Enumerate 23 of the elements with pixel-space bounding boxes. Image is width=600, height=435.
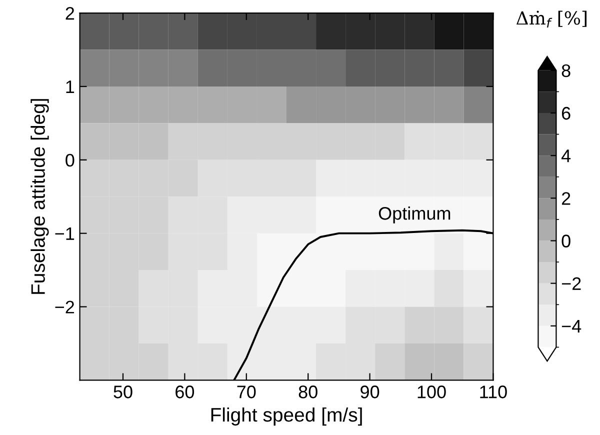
- y-tick-label: −2: [55, 300, 74, 314]
- color-bar-label: 8: [562, 64, 570, 78]
- color-bar-label: 0: [562, 234, 570, 248]
- x-tick-label: 60: [176, 386, 194, 398]
- color-bar-title: Δṁ$_{f}$ [%]: [516, 10, 587, 28]
- x-tick-label: 110: [480, 386, 507, 398]
- x-tick-label: 50: [114, 386, 132, 398]
- color-bar-label: −2: [562, 277, 581, 290]
- x-tick-label: 90: [360, 386, 380, 398]
- color-bar-label: 6: [562, 106, 570, 120]
- y-tick-label: 1: [66, 80, 74, 94]
- annotation: Optimum: [378, 206, 450, 224]
- x-tick-label: 70: [237, 386, 256, 398]
- y-axis-title: Fuselage attitude [deg]: [30, 99, 49, 294]
- x-axis-title: Flight speed [m/s]: [211, 407, 362, 426]
- y-tick-label: 0: [66, 154, 74, 167]
- color-bar-label: −4: [562, 320, 582, 332]
- x-tick-label: 80: [298, 386, 318, 398]
- color-bar-label: 4: [561, 150, 571, 162]
- x-tick-label: 100: [418, 386, 446, 398]
- color-bar-label: 2: [562, 192, 570, 205]
- y-tick-label: 2: [66, 6, 74, 20]
- y-tick-label: −1: [55, 227, 74, 240]
